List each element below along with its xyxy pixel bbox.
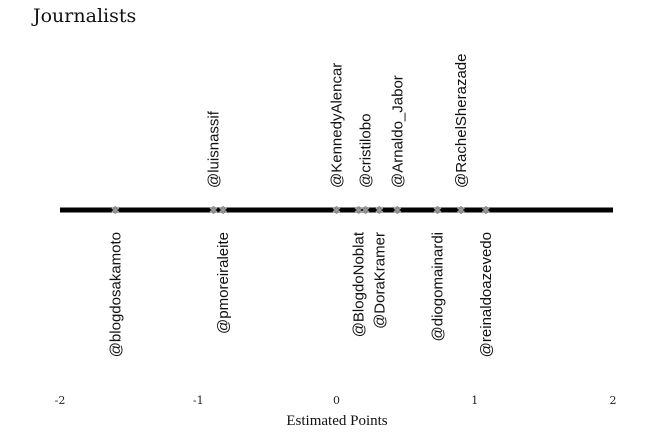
point-label: @Arnaldo_Jabor xyxy=(389,75,406,188)
x-tick-label: -2 xyxy=(55,394,66,407)
point-label: @pmoreiraleite xyxy=(215,232,232,334)
point-marker: ✱ xyxy=(111,204,120,217)
point-markers: ✱ ✱ ✱ ✱ ✱✱ ✱ ✱ ✱ ✱ ✱ xyxy=(111,204,491,217)
point-marker: ✱ xyxy=(375,204,384,217)
point-marker: ✱ xyxy=(209,204,218,217)
point-marker: ✱ xyxy=(361,204,370,217)
x-axis-label: Estimated Points xyxy=(286,413,387,429)
point-label: @BlogdoNoblat xyxy=(351,231,368,337)
point-marker: ✱ xyxy=(332,204,341,217)
point-label: @luisnassif xyxy=(205,110,222,188)
point-label: @DoraKramer xyxy=(371,232,388,329)
x-tick-label: 2 xyxy=(610,394,617,407)
point-label: @KennedyAlencar xyxy=(329,63,346,188)
x-tick-label: 0 xyxy=(333,394,340,407)
point-marker: ✱ xyxy=(354,204,363,217)
x-tick-label: 1 xyxy=(471,394,478,407)
point-marker: ✱ xyxy=(433,204,442,217)
x-tick-labels: -2 -1 0 1 2 xyxy=(55,394,617,407)
point-labels: @blogdosakamoto @luisnassif @pmoreiraleite… xyxy=(107,54,495,358)
x-tick-label: -1 xyxy=(193,394,204,407)
chart-title: Journalists xyxy=(31,5,136,27)
point-marker: ✱ xyxy=(219,204,228,217)
point-marker: ✱ xyxy=(481,204,490,217)
point-label: @cristilobo xyxy=(358,114,375,188)
point-marker: ✱ xyxy=(393,204,402,217)
point-label: @RachelSherazade xyxy=(453,54,470,188)
point-marker: ✱ xyxy=(456,204,465,217)
point-label: @diogomainardi xyxy=(429,232,446,341)
point-label: @blogdosakamoto xyxy=(107,232,124,357)
point-label: @reinaldoazevedo xyxy=(478,232,495,357)
